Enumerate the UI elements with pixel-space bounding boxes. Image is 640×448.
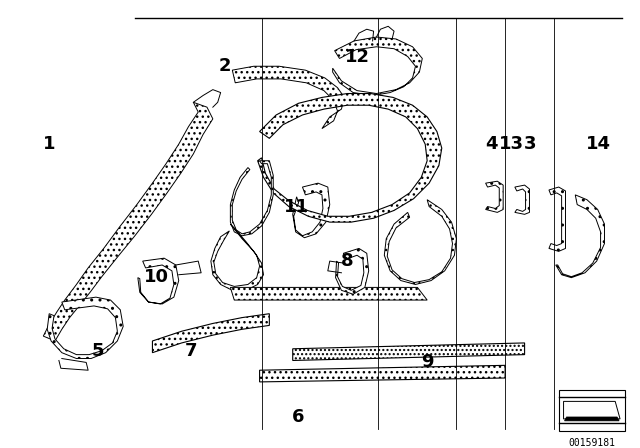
Polygon shape [556, 195, 604, 278]
Text: 3: 3 [524, 135, 537, 153]
Text: 2: 2 [218, 57, 231, 75]
Polygon shape [138, 258, 179, 304]
Text: 1: 1 [43, 135, 56, 153]
Polygon shape [515, 185, 529, 214]
Text: 14: 14 [586, 135, 611, 153]
Polygon shape [549, 187, 566, 251]
Polygon shape [260, 365, 505, 382]
Polygon shape [292, 183, 330, 238]
Text: 10: 10 [144, 268, 169, 286]
Polygon shape [333, 37, 422, 95]
Polygon shape [47, 297, 124, 358]
Bar [559, 390, 625, 431]
Polygon shape [230, 288, 427, 300]
Polygon shape [44, 102, 213, 341]
Text: 13: 13 [499, 135, 524, 153]
Text: 8: 8 [341, 252, 353, 270]
Polygon shape [230, 161, 273, 236]
Polygon shape [384, 200, 456, 284]
Polygon shape [152, 314, 269, 353]
Text: 00159181: 00159181 [568, 439, 615, 448]
Text: 6: 6 [292, 408, 305, 426]
Text: 4: 4 [485, 135, 498, 153]
Polygon shape [335, 249, 369, 294]
Text: 9: 9 [421, 353, 433, 371]
Polygon shape [486, 181, 503, 212]
Polygon shape [258, 94, 442, 222]
Text: 7: 7 [185, 342, 198, 360]
Polygon shape [211, 224, 264, 290]
Text: 5: 5 [92, 342, 104, 360]
Text: 12: 12 [344, 47, 369, 65]
Text: 11: 11 [284, 198, 309, 215]
Polygon shape [292, 343, 525, 361]
Polygon shape [564, 417, 619, 421]
Polygon shape [232, 66, 344, 129]
